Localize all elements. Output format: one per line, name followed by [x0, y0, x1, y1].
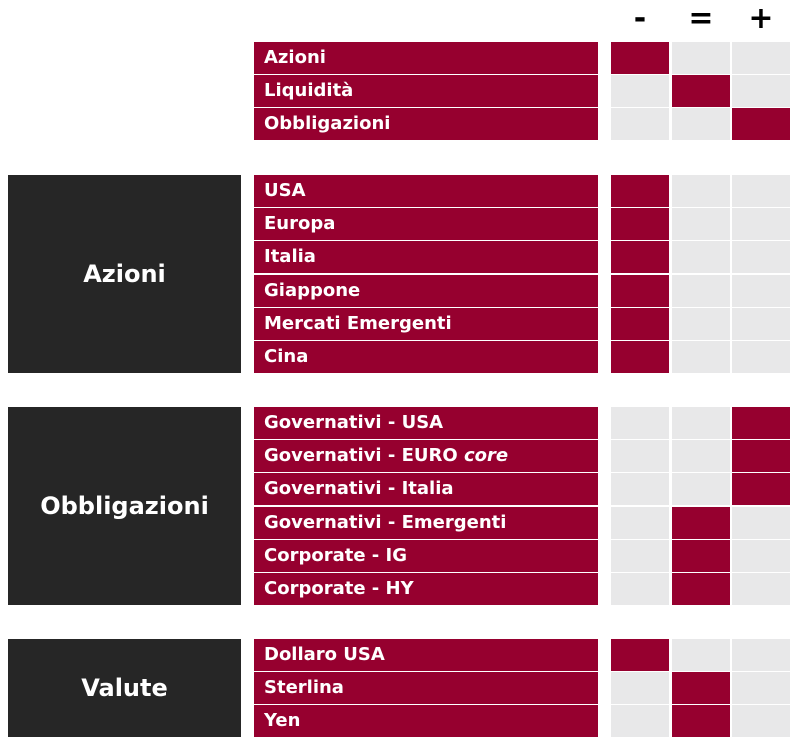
- row-label: Governativi - Emergenti: [254, 507, 598, 539]
- rating-cell: [672, 341, 730, 373]
- group-title-azioni: Azioni: [8, 175, 241, 373]
- row-label-text: Mercati Emergenti: [264, 313, 452, 334]
- row-label-italic: core: [463, 445, 509, 466]
- row-label: Obbligazioni: [254, 108, 598, 140]
- rating-cell-selected: [611, 175, 669, 207]
- rating-cell: [672, 208, 730, 240]
- rating-cell-selected: [732, 407, 790, 439]
- rating-cell-selected: [672, 507, 730, 539]
- rating-cell: [672, 241, 730, 273]
- row-label-text: USA: [264, 180, 306, 201]
- rating-cell: [732, 672, 790, 704]
- rating-cell-selected: [732, 440, 790, 472]
- row-label: Liquidità: [254, 75, 598, 107]
- row-label-text: Sterlina: [264, 677, 344, 698]
- row-label-text: Governativi - EURO: [264, 445, 458, 466]
- row-label-text: Cina: [264, 346, 309, 367]
- row-label-text: Corporate - HY: [264, 578, 414, 599]
- rating-cell: [611, 75, 669, 107]
- rating-cell: [672, 407, 730, 439]
- rating-cell: [611, 573, 669, 605]
- rating-cell: [732, 507, 790, 539]
- row-label: Azioni: [254, 42, 598, 74]
- rating-cell-selected: [611, 275, 669, 307]
- rating-cell: [732, 341, 790, 373]
- rating-cell: [732, 705, 790, 737]
- rating-cell: [732, 208, 790, 240]
- row-label-text: Europa: [264, 213, 336, 234]
- row-label: Giappone: [254, 275, 598, 307]
- rating-cell: [672, 473, 730, 505]
- rating-cell-selected: [611, 208, 669, 240]
- row-label: Corporate - HY: [254, 573, 598, 605]
- rating-cell: [672, 308, 730, 340]
- rating-cell: [732, 308, 790, 340]
- row-label: USA: [254, 175, 598, 207]
- rating-cell: [732, 42, 790, 74]
- group-title-valute: Valute: [8, 639, 241, 737]
- rating-cell: [732, 275, 790, 307]
- group-title-obbligazioni: Obbligazioni: [8, 407, 241, 605]
- rating-cell: [732, 573, 790, 605]
- rating-cell: [672, 42, 730, 74]
- rating-cell-selected: [611, 341, 669, 373]
- neutral-header: =: [688, 1, 714, 36]
- rating-cell-selected: [672, 672, 730, 704]
- rating-cell: [611, 705, 669, 737]
- row-label-text: Corporate - IG: [264, 545, 408, 566]
- rating-cell-selected: [611, 308, 669, 340]
- overweight-header: +: [748, 1, 774, 36]
- row-label-text: Governativi - USA: [264, 412, 444, 433]
- rating-cell: [672, 108, 730, 140]
- rating-cell: [611, 440, 669, 472]
- rating-cell-selected: [732, 473, 790, 505]
- row-label-text: Azioni: [264, 47, 326, 68]
- row-label-text: Dollaro USA: [264, 644, 385, 665]
- rating-cell: [732, 175, 790, 207]
- rating-cell-selected: [672, 705, 730, 737]
- rating-cell: [611, 507, 669, 539]
- rating-cell-selected: [732, 108, 790, 140]
- row-label-text: Governativi - Italia: [264, 478, 454, 499]
- underweight-header: -: [633, 1, 647, 36]
- rating-cell: [672, 275, 730, 307]
- rating-cell-selected: [611, 42, 669, 74]
- row-label-text: Obbligazioni: [264, 113, 391, 134]
- row-label: Corporate - IG: [254, 540, 598, 572]
- rating-cell: [611, 540, 669, 572]
- rating-cell-selected: [672, 540, 730, 572]
- row-label: Governativi - Italia: [254, 473, 598, 505]
- row-label: Mercati Emergenti: [254, 308, 598, 340]
- row-label-text: Liquidità: [264, 80, 354, 101]
- rating-cell: [672, 175, 730, 207]
- row-label: Italia: [254, 241, 598, 273]
- rating-cell: [672, 639, 730, 671]
- row-label: Yen: [254, 705, 598, 737]
- rating-cell: [611, 672, 669, 704]
- row-label-text: Italia: [264, 246, 316, 267]
- rating-cell: [672, 440, 730, 472]
- rating-cell: [611, 407, 669, 439]
- rating-cell: [611, 108, 669, 140]
- row-label: Governativi - EURO core: [254, 440, 598, 472]
- rating-cell: [611, 473, 669, 505]
- rating-cell: [732, 540, 790, 572]
- row-label: Cina: [254, 341, 598, 373]
- row-label: Sterlina: [254, 672, 598, 704]
- rating-cell: [732, 241, 790, 273]
- rating-cell-selected: [672, 75, 730, 107]
- rating-cell-selected: [611, 639, 669, 671]
- rating-cell: [732, 75, 790, 107]
- row-label: Dollaro USA: [254, 639, 598, 671]
- row-label-text: Governativi - Emergenti: [264, 512, 507, 533]
- row-label-text: Yen: [264, 710, 301, 731]
- row-label: Governativi - USA: [254, 407, 598, 439]
- rating-cell: [732, 639, 790, 671]
- row-label: Europa: [254, 208, 598, 240]
- rating-cell-selected: [611, 241, 669, 273]
- row-label-text: Giappone: [264, 280, 361, 301]
- rating-cell-selected: [672, 573, 730, 605]
